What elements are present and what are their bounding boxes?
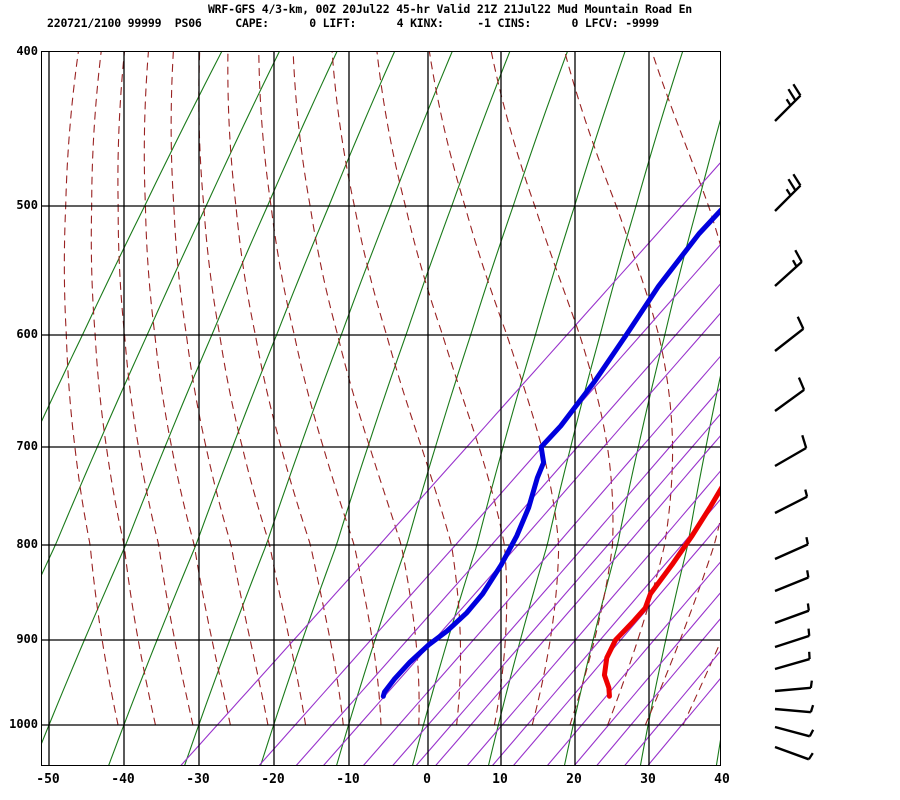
pressure-tick-label: 400 bbox=[16, 44, 38, 58]
wind-barb bbox=[774, 316, 805, 352]
mixing-ratio-line bbox=[180, 162, 720, 765]
mixing-ratio-line bbox=[492, 499, 720, 765]
pressure-tick-label: 600 bbox=[16, 327, 38, 341]
temperature-tick-label: -10 bbox=[336, 772, 360, 787]
mixing-ratio-line bbox=[596, 618, 720, 765]
dry-adiabat-line bbox=[42, 52, 338, 744]
moist-adiabat-line bbox=[227, 52, 344, 726]
moist-adiabat-line bbox=[331, 52, 462, 726]
skewt-gridlines bbox=[42, 52, 720, 765]
mixing-ratio-line bbox=[467, 470, 720, 765]
wind-barb bbox=[774, 745, 814, 761]
moist-adiabat-line bbox=[63, 52, 119, 726]
moist-adiabat-line bbox=[198, 52, 307, 726]
mixing-ratio-line bbox=[547, 561, 720, 765]
mixing-ratio-line bbox=[513, 522, 720, 765]
dry-adiabat-line bbox=[639, 375, 720, 765]
mixing-ratio-line bbox=[258, 244, 720, 765]
moist-adiabat-line bbox=[292, 52, 420, 726]
wind-barb bbox=[774, 83, 802, 122]
temperature-tick-label: -20 bbox=[261, 772, 285, 787]
pressure-tick-label: 700 bbox=[16, 439, 38, 453]
dry-adiabat-line bbox=[260, 52, 511, 765]
mixing-ratio-line bbox=[363, 355, 720, 765]
mixing-ratio-line bbox=[574, 592, 720, 765]
wind-barb bbox=[774, 680, 813, 693]
moist-adiabat-line bbox=[143, 52, 231, 726]
wind-barb bbox=[774, 651, 811, 671]
moist-adiabat-line bbox=[644, 52, 720, 726]
mixing-ratio-line bbox=[323, 312, 720, 765]
temperature-tick-label: -50 bbox=[36, 772, 60, 787]
mixing-ratio-line bbox=[392, 388, 720, 765]
mixing-ratio-line bbox=[647, 678, 720, 765]
moist-adiabat-line bbox=[258, 52, 382, 726]
pressure-tick-label: 500 bbox=[16, 198, 38, 212]
chart-header-title: WRF-GFS 4/3-km, 00Z 20Jul22 45-hr Valid … bbox=[207, 2, 693, 16]
temperature-tick-label: 20 bbox=[566, 772, 582, 787]
moist-adiabat-line bbox=[170, 52, 269, 726]
wind-barb bbox=[774, 434, 808, 468]
wind-barb bbox=[774, 628, 811, 649]
temperature-tick-label: 40 bbox=[714, 772, 730, 787]
chart-header-indices: 220721/2100 99999 PS06 CAPE: 0 LIFT: 4 K… bbox=[47, 16, 659, 30]
wind-barb bbox=[774, 536, 810, 561]
dry-adiabat-line bbox=[715, 739, 720, 765]
pressure-axis: 400 500 600 700 800 900 1000 bbox=[0, 0, 38, 800]
wind-barb bbox=[774, 603, 810, 625]
moist-adiabat-line bbox=[117, 52, 194, 726]
pressure-tick-label: 900 bbox=[16, 632, 38, 646]
mixing-ratio-line bbox=[435, 435, 720, 765]
wind-barb bbox=[774, 173, 802, 212]
dry-adiabat-line bbox=[488, 52, 684, 765]
dry-adiabat-line bbox=[412, 52, 626, 765]
wind-barb bbox=[774, 704, 815, 714]
wind-barb bbox=[774, 570, 810, 593]
dry-adiabat-line bbox=[564, 119, 720, 765]
dry-adiabat-line bbox=[42, 52, 223, 422]
pressure-tick-label: 800 bbox=[16, 537, 38, 551]
moist-adiabat-line bbox=[90, 52, 156, 726]
moist-adiabat-line bbox=[490, 52, 614, 726]
mixing-ratio-line bbox=[624, 650, 720, 765]
moist-adiabat-line bbox=[564, 52, 674, 726]
moist-adiabat-line bbox=[428, 52, 560, 726]
dry-adiabat-line bbox=[336, 52, 568, 765]
dry-adiabat-line bbox=[108, 52, 395, 765]
dry-adiabat-line bbox=[42, 52, 280, 576]
mixing-ratio-line bbox=[295, 283, 720, 765]
wind-barb bbox=[774, 249, 803, 287]
temperature-tick-label: 30 bbox=[640, 772, 656, 787]
pressure-tick-label: 1000 bbox=[9, 717, 38, 731]
skewt-plot-area[interactable] bbox=[41, 51, 721, 766]
wind-barb bbox=[774, 489, 809, 515]
temperature-tick-label: -40 bbox=[111, 772, 135, 787]
wind-barb bbox=[774, 377, 806, 412]
dewpoint-trace bbox=[380, 207, 720, 699]
temperature-tick-label: 0 bbox=[423, 772, 431, 787]
wind-barb-column bbox=[740, 51, 890, 766]
temperature-tick-label: 10 bbox=[492, 772, 508, 787]
wind-barb bbox=[774, 725, 815, 738]
mixing-ratio-line bbox=[415, 413, 720, 765]
dry-adiabat-line bbox=[184, 52, 453, 765]
temperature-tick-label: -30 bbox=[186, 772, 210, 787]
temperature-trace bbox=[601, 485, 720, 699]
